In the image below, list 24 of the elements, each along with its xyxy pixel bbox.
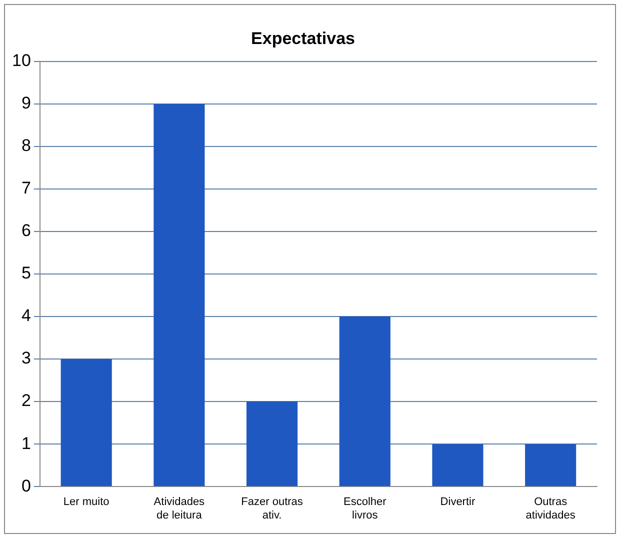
x-tick-label: Fazer outras ativ.: [241, 496, 304, 522]
y-tick-label: 5: [21, 264, 31, 283]
y-tick-label: 1: [21, 434, 31, 453]
x-tick-label: Outras atividades: [526, 496, 576, 522]
y-tick-label: 0: [21, 476, 31, 496]
y-tick-label: 9: [21, 94, 31, 113]
y-tick-label: 8: [21, 136, 31, 156]
chart-title: Expectativas: [251, 28, 355, 48]
x-tick-label: Ler muito: [63, 496, 110, 508]
y-tick-label: 7: [21, 178, 31, 198]
y-tick-label: 4: [21, 306, 31, 326]
y-tick-label: 6: [21, 221, 31, 240]
bar: [432, 444, 484, 486]
bar: [154, 104, 205, 486]
x-tick-label: Escolher livros: [343, 496, 387, 522]
y-tick-label: 2: [21, 391, 31, 410]
bar: [525, 444, 576, 486]
y-tick-label: 3: [21, 348, 31, 368]
bar: [246, 402, 298, 486]
bar: [339, 316, 390, 486]
bar: [60, 359, 112, 486]
x-tick-label: Atividades de leitura: [154, 496, 206, 522]
y-tick-label: 10: [12, 51, 31, 70]
x-tick-label: Divertir: [440, 496, 476, 508]
